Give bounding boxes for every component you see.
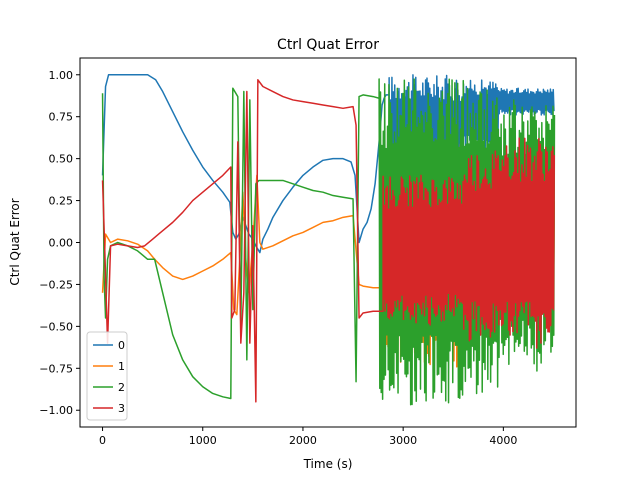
y-axis-label: Ctrl Quat Error [8,198,22,285]
y-tick-label: 1.00 [49,69,74,82]
x-axis: 0 1000 2000 3000 4000 [99,427,517,447]
legend: 0 1 2 3 [86,331,128,421]
y-tick-label: −0.75 [39,362,73,375]
y-tick-label: −0.25 [39,278,73,291]
y-tick-label: 0.00 [49,237,74,250]
y-tick-label: 0.50 [49,153,74,166]
x-tick-label: 4000 [489,434,517,447]
y-axis: −1.00 −0.75 −0.50 −0.25 0.00 0.25 0.50 0.75 1.00 [39,69,80,417]
y-tick-label: 0.75 [49,111,74,124]
chart-title: Ctrl Quat Error [277,37,379,53]
x-axis-label: Time (s) [303,457,353,471]
x-tick-label: 1000 [189,434,217,447]
legend-label-3: 3 [118,402,125,415]
series-line-3 [101,79,556,403]
x-tick-label: 0 [99,434,106,447]
y-tick-label: −1.00 [39,404,73,417]
y-tick-label: −0.50 [39,320,73,333]
y-tick-label: 0.25 [49,195,74,208]
x-tick-label: 2000 [289,434,317,447]
x-tick-label: 3000 [389,434,417,447]
legend-frame [86,331,128,421]
series-layer [101,74,556,406]
legend-label-0: 0 [118,339,125,352]
legend-label-2: 2 [118,381,125,394]
legend-label-1: 1 [118,360,125,373]
